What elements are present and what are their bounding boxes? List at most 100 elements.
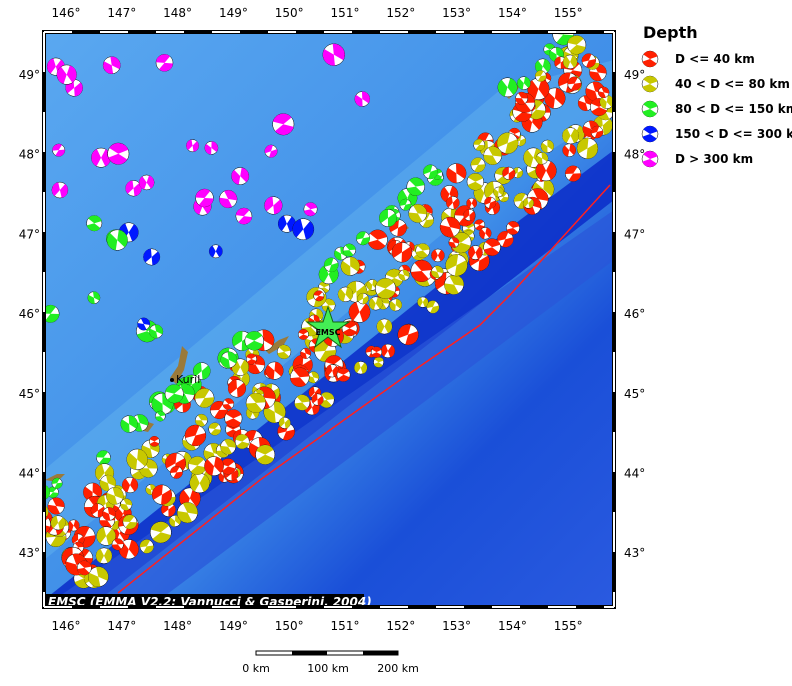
event-wedge [264, 196, 274, 212]
event-wedge [373, 362, 383, 368]
event-wedge [345, 287, 353, 301]
event-wedge [519, 138, 526, 147]
event-wedge [51, 478, 60, 484]
event-wedge [180, 383, 195, 396]
event-wedge [313, 314, 320, 324]
event-wedge [498, 186, 504, 196]
event-wedge [348, 301, 360, 321]
lat-label-right: 44° [624, 467, 645, 481]
event-wedge [290, 377, 307, 387]
legend-label: 40 < D <= 80 km [675, 77, 790, 91]
event-wedge [99, 479, 110, 492]
event-wedge [45, 313, 60, 323]
event-wedge [483, 154, 498, 165]
event-wedge [156, 54, 170, 63]
event-wedge [518, 92, 528, 99]
event-wedge [185, 425, 200, 438]
event-wedge [249, 393, 266, 403]
event-wedge [642, 84, 657, 92]
event-wedge [582, 125, 593, 137]
event-wedge [225, 418, 241, 428]
event-wedge [642, 109, 657, 117]
event-wedge [125, 521, 137, 529]
event-wedge [488, 146, 502, 157]
event-wedge [156, 411, 166, 417]
scale-labels: 0 km 100 km 200 km [242, 662, 419, 675]
event-wedge [66, 65, 77, 83]
emsc-star [305, 305, 351, 349]
event-wedge [542, 59, 551, 73]
event-wedge [52, 497, 65, 508]
event-wedge [55, 149, 65, 157]
event-wedge [21, 499, 33, 506]
event-wedge [182, 502, 198, 515]
event-wedge [99, 520, 112, 528]
event-wedge [325, 364, 333, 376]
event-wedge [468, 173, 484, 182]
event-wedge [643, 151, 658, 159]
event-wedge [107, 507, 116, 517]
event-wedge [391, 242, 403, 258]
event-wedge [128, 539, 139, 557]
event-wedge [111, 544, 122, 551]
lat-label-right: 45° [624, 387, 645, 401]
event-wedge [528, 199, 534, 209]
event-wedge [431, 249, 438, 262]
event-wedge [308, 386, 315, 398]
event-wedge [397, 324, 411, 339]
event-wedge [52, 143, 62, 151]
lon-label-bottom: 148° [163, 619, 192, 633]
event-wedge [231, 469, 239, 481]
event-wedge [122, 514, 135, 522]
event-wedge [554, 56, 561, 67]
event-wedge [387, 212, 397, 227]
event-wedge [294, 402, 308, 411]
event-wedge [145, 487, 152, 495]
event-wedge [541, 152, 548, 162]
event-wedge [354, 94, 363, 107]
event-wedge [334, 250, 342, 261]
event-wedge [209, 245, 216, 258]
event-wedge [362, 295, 369, 305]
event-wedge [195, 420, 205, 427]
event-wedge [79, 560, 92, 568]
event-wedge [56, 66, 67, 84]
event-wedge [79, 535, 96, 548]
scale-bar [255, 650, 399, 656]
event-wedge [401, 265, 411, 272]
event-wedge [589, 71, 602, 81]
event-wedge [567, 35, 584, 45]
event-ball [21, 499, 35, 513]
event-wedge [430, 305, 440, 314]
event-wedge [366, 280, 373, 291]
event-wedge [379, 209, 388, 224]
event-wedge [54, 482, 63, 489]
event-wedge [137, 449, 148, 467]
event-wedge [303, 209, 316, 216]
event-wedge [151, 251, 160, 266]
event-wedge [389, 300, 396, 311]
trench-line [117, 184, 611, 594]
event-wedge [485, 238, 501, 248]
event-wedge [454, 260, 468, 276]
event-wedge [137, 414, 149, 426]
lon-label-top: 152° [386, 6, 415, 20]
event-wedge [220, 356, 230, 368]
event-wedge [22, 506, 34, 513]
event-wedge [485, 227, 492, 238]
lon-label-bottom: 152° [386, 619, 415, 633]
event-wedge [220, 445, 232, 455]
event-wedge [222, 403, 233, 410]
event-wedge [139, 539, 151, 548]
event-wedge [96, 566, 109, 581]
event-wedge [143, 545, 154, 554]
event-wedge [532, 188, 549, 201]
scale-label: 100 km [307, 662, 349, 675]
event-wedge [515, 98, 526, 105]
event-wedge [517, 78, 524, 90]
event-wedge [523, 76, 531, 88]
credit-box [44, 594, 364, 607]
event-wedge [149, 328, 158, 339]
event-wedge [377, 288, 396, 299]
event-wedge [168, 505, 176, 517]
